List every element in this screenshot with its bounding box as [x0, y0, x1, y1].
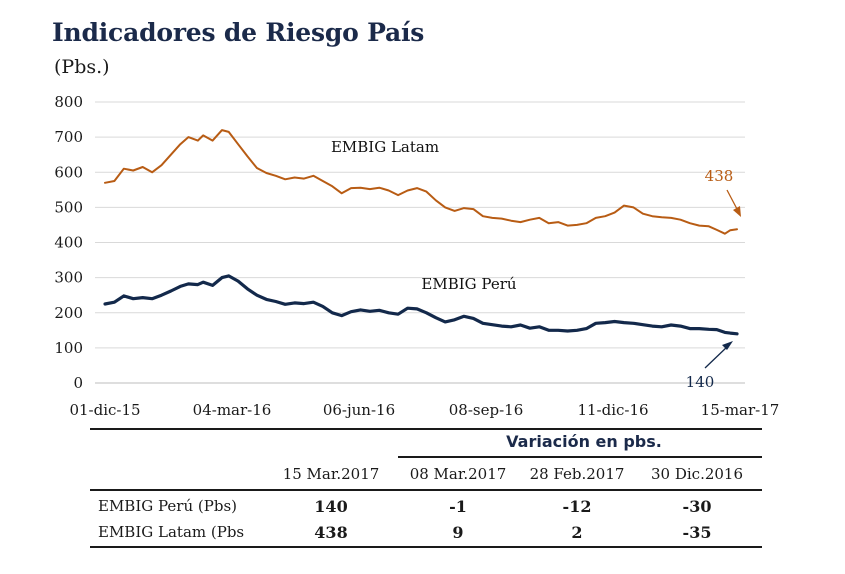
- end-arrow-latam: [726, 189, 738, 210]
- y-tick-label: 100: [54, 339, 83, 357]
- column-header: 15 Mar.2017: [282, 465, 380, 483]
- table-cell: 9: [452, 523, 464, 542]
- end-value-label-peru: 140: [686, 373, 715, 391]
- x-tick-label: 06-jun-16: [323, 401, 395, 419]
- y-tick-label: 500: [54, 198, 83, 216]
- end-arrow-peru: [704, 345, 729, 369]
- row-label: EMBIG Latam (Pbs: [98, 523, 245, 541]
- chart-units: (Pbs.): [54, 56, 110, 78]
- x-tick-label: 01-dic-15: [69, 401, 140, 419]
- x-tick-label: 15-mar-17: [701, 401, 780, 419]
- table-group-rule: [398, 456, 762, 458]
- y-tick-label: 0: [73, 374, 83, 392]
- x-tick-label: 08-sep-16: [449, 401, 524, 419]
- table-cell: -12: [562, 497, 592, 516]
- y-tick-label: 600: [54, 163, 83, 181]
- table-cell: 140: [314, 497, 348, 516]
- y-tick-label: 800: [54, 93, 83, 111]
- series-label-latam: EMBIG Latam: [331, 138, 439, 156]
- table-cell: -30: [682, 497, 712, 516]
- row-label: EMBIG Perú (Pbs): [98, 497, 237, 515]
- table-bottom-rule: [90, 546, 762, 548]
- line-chart: 800 700 600 500 400 300 200 100 0 01-dic-15 04-ma…: [54, 93, 780, 419]
- column-header: 28 Feb.2017: [529, 465, 625, 483]
- table-cell: -35: [682, 523, 712, 542]
- y-tick-label: 700: [54, 128, 83, 146]
- end-arrowhead-peru: [722, 341, 733, 350]
- y-tick-label: 400: [54, 234, 83, 252]
- series-line-latam: [104, 129, 738, 235]
- end-arrowhead-latam: [733, 206, 741, 217]
- column-header: 30 Dic.2016: [650, 465, 744, 483]
- column-header: 08 Mar.2017: [409, 465, 507, 483]
- variation-header: Variación en pbs.: [506, 432, 662, 451]
- table-cell: -1: [449, 497, 467, 516]
- x-tick-label: 11-dic-16: [577, 401, 648, 419]
- series-line-peru: [103, 274, 739, 336]
- table-cell: 438: [314, 523, 348, 542]
- table-cell: 2: [571, 523, 583, 542]
- chart-title: Indicadores de Riesgo País: [52, 18, 425, 47]
- table-header-rule: [90, 489, 762, 491]
- x-tick-label: 04-mar-16: [193, 401, 272, 419]
- y-tick-label: 200: [54, 304, 83, 322]
- y-tick-label: 300: [54, 269, 83, 287]
- end-value-label-latam: 438: [705, 167, 734, 185]
- series-label-peru: EMBIG Perú: [421, 275, 516, 293]
